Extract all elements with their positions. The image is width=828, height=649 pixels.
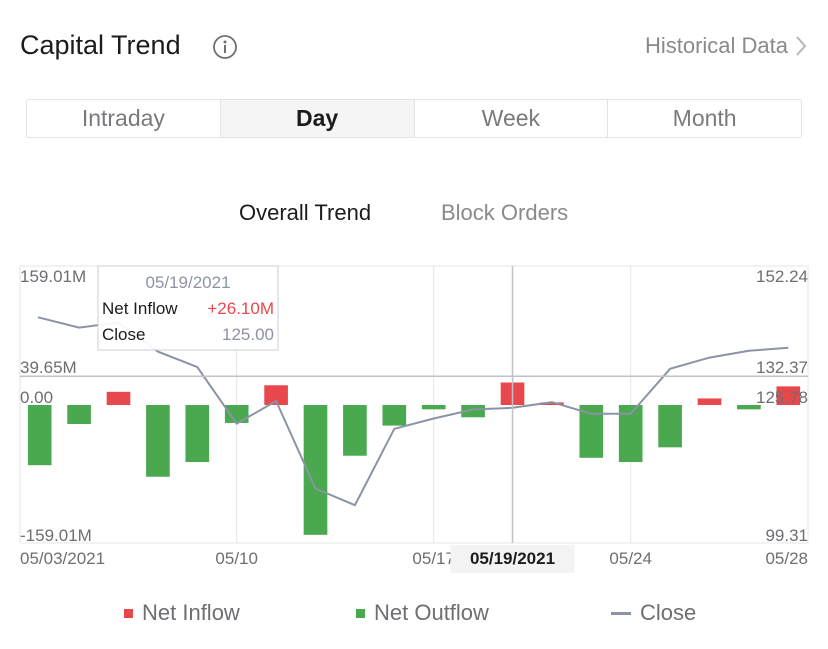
plot-frame <box>19 265 809 544</box>
legend-item-close: Close <box>611 600 696 626</box>
legend-label: Net Outflow <box>374 600 489 625</box>
period-tabs: Intraday Day Week Month <box>26 99 802 138</box>
capital-flow-chart[interactable]: 159.01M 39.65M 0.00 -159.01M 152.24 132.37 125… <box>0 258 828 580</box>
crosshair-date-box <box>450 545 575 573</box>
x-axis-tick: 05/17 <box>412 549 455 568</box>
header: Capital Trend Historical Data <box>20 26 808 70</box>
outflow-bar <box>185 405 210 463</box>
left-axis-tick: -159.01M <box>20 526 92 545</box>
tooltip-value: +26.10M <box>207 299 274 318</box>
legend: Net Inflow Net Outflow Close <box>0 600 828 630</box>
tooltip-date: 05/19/2021 <box>145 273 230 292</box>
tooltip-value: 125.00 <box>222 325 274 344</box>
outflow-bar <box>303 405 328 535</box>
x-axis-tick: 05/10 <box>215 549 258 568</box>
outflow-bar <box>382 405 407 426</box>
legend-label: Close <box>640 600 697 625</box>
chevron-right-icon <box>796 36 807 56</box>
tab-intraday[interactable]: Intraday <box>27 100 221 137</box>
tab-block-orders[interactable]: Block Orders <box>441 200 569 225</box>
outflow-bar <box>579 405 604 458</box>
historical-data-link[interactable]: Historical Data <box>645 33 808 59</box>
inflow-bar <box>540 402 564 405</box>
inflow-bar <box>697 398 722 405</box>
x-axis-tick: 05/03/2021 <box>20 549 105 568</box>
legend-label: Net Inflow <box>142 600 240 625</box>
inflow-swatch <box>124 608 133 618</box>
page-title: Capital Trend <box>20 30 181 60</box>
outflow-bar <box>146 405 170 477</box>
outflow-bar <box>737 405 761 410</box>
inflow-bar <box>106 391 131 405</box>
outflow-bar <box>421 405 446 410</box>
right-axis-tick: 99.31 <box>765 526 808 545</box>
right-axis-tick: 125.78 <box>756 388 808 407</box>
legend-item-inflow: Net Inflow <box>124 600 240 626</box>
outflow-bar <box>67 405 91 425</box>
x-axis-tick: 05/24 <box>609 549 652 568</box>
right-axis-tick: 152.24 <box>756 267 808 286</box>
left-axis-tick: 39.65M <box>20 358 77 377</box>
tooltip-label: Net Inflow <box>102 299 178 318</box>
inflow-bar <box>776 386 801 405</box>
tab-overall-trend[interactable]: Overall Trend <box>239 200 372 225</box>
historical-data-label: Historical Data <box>644 33 788 58</box>
left-axis-tick: 159.01M <box>20 267 86 286</box>
tooltip-label: Close <box>102 325 145 344</box>
info-icon[interactable] <box>212 34 238 60</box>
outflow-bar <box>224 405 249 423</box>
view-tabs: Overall Trend Block Orders <box>0 200 828 232</box>
outflow-bar <box>461 405 485 418</box>
outflow-bar <box>618 405 643 463</box>
tab-week[interactable]: Week <box>415 100 609 137</box>
x-axis-tick: 05/28 <box>765 549 808 568</box>
outflow-bar <box>658 405 682 448</box>
tab-month[interactable]: Month <box>672 105 737 131</box>
tab-day[interactable]: Day <box>220 100 415 137</box>
crosshair-date-label: 05/19/2021 <box>470 549 555 568</box>
outflow-bar <box>27 405 52 466</box>
outflow-swatch <box>356 608 365 618</box>
legend-item-outflow: Net Outflow <box>356 600 489 626</box>
close-swatch <box>611 611 631 615</box>
right-axis-tick: 132.37 <box>756 358 808 377</box>
outflow-bar <box>343 405 367 456</box>
inflow-bar <box>264 385 288 405</box>
tooltip-box <box>97 265 279 351</box>
left-axis-tick: 0.00 <box>20 388 53 407</box>
